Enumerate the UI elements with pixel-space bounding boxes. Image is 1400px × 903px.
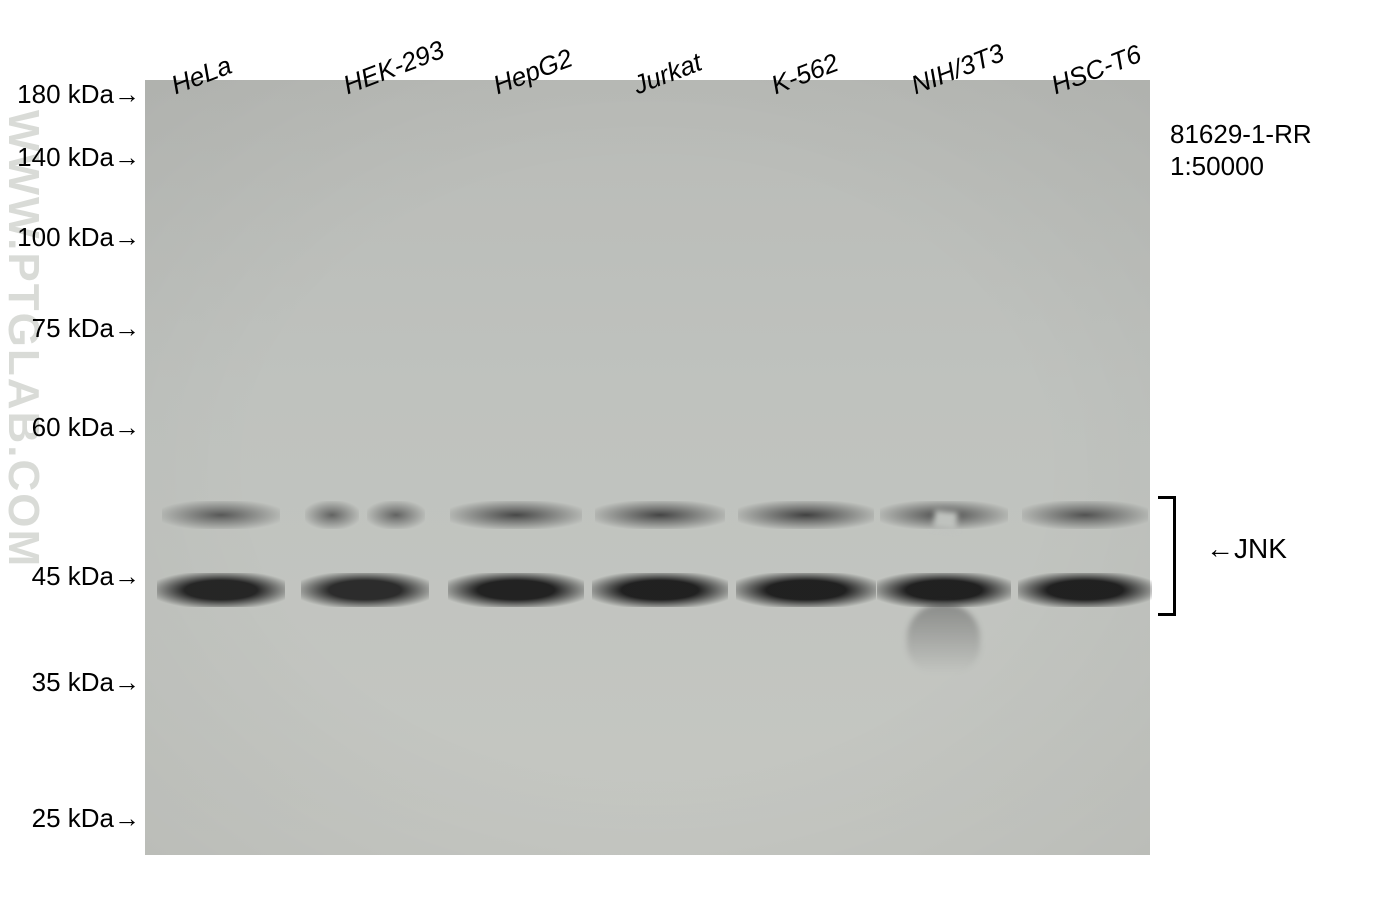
antibody-label-line: 81629-1-RR	[1170, 118, 1312, 150]
arrow-right-icon: →	[114, 313, 140, 343]
mw-value: 75 kDa	[32, 313, 114, 343]
arrow-right-icon: →	[114, 561, 140, 591]
target-name: JNK	[1234, 533, 1287, 564]
band-notch	[933, 510, 958, 530]
arrow-left-icon: ←	[1206, 533, 1234, 564]
wb-band-upper	[738, 501, 874, 529]
arrow-right-icon: →	[114, 142, 140, 172]
arrow-right-icon: →	[114, 667, 140, 697]
blot-membrane	[145, 80, 1150, 855]
target-label: ←JNK	[1206, 533, 1287, 565]
wb-band-upper	[595, 501, 725, 529]
wb-band-lower	[157, 573, 285, 607]
arrow-right-icon: →	[114, 412, 140, 442]
mw-value: 100 kDa	[17, 222, 114, 252]
mw-value: 140 kDa	[17, 142, 114, 172]
mw-label: 25 kDa→	[32, 803, 140, 834]
mw-label: 60 kDa→	[32, 412, 140, 443]
mw-label: 35 kDa→	[32, 667, 140, 698]
mw-value: 45 kDa	[32, 561, 114, 591]
wb-band-upper	[1022, 501, 1148, 529]
mw-label: 75 kDa→	[32, 313, 140, 344]
antibody-label: 81629-1-RR1:50000	[1170, 118, 1312, 182]
wb-band-upper	[367, 501, 425, 529]
band-bracket	[1158, 496, 1176, 616]
mw-label: 100 kDa→	[17, 222, 140, 253]
mw-value: 180 kDa	[17, 79, 114, 109]
mw-label: 45 kDa→	[32, 561, 140, 592]
mw-label: 180 kDa→	[17, 79, 140, 110]
wb-band-lower	[736, 573, 876, 607]
wb-band-upper	[450, 501, 582, 529]
wb-band-lower	[877, 573, 1011, 607]
wb-band-smear	[907, 603, 981, 673]
blot-vignette	[145, 80, 1150, 855]
arrow-right-icon: →	[114, 79, 140, 109]
mw-label: 140 kDa→	[17, 142, 140, 173]
wb-band-lower	[301, 573, 429, 607]
mw-value: 60 kDa	[32, 412, 114, 442]
wb-band-upper	[305, 501, 359, 529]
wb-band-lower	[448, 573, 584, 607]
arrow-right-icon: →	[114, 222, 140, 252]
mw-value: 25 kDa	[32, 803, 114, 833]
wb-band-lower	[1018, 573, 1152, 607]
antibody-label-line: 1:50000	[1170, 150, 1312, 182]
wb-band-lower	[592, 573, 728, 607]
mw-value: 35 kDa	[32, 667, 114, 697]
wb-band-upper	[162, 501, 280, 529]
arrow-right-icon: →	[114, 803, 140, 833]
